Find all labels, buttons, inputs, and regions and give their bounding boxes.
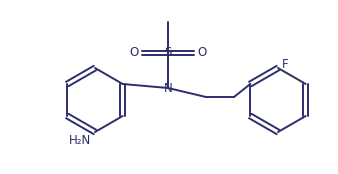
Text: H₂N: H₂N — [69, 135, 91, 148]
Text: O: O — [129, 46, 139, 60]
Text: F: F — [282, 58, 288, 72]
Text: O: O — [197, 46, 207, 60]
Text: N: N — [164, 82, 172, 96]
Text: S: S — [164, 46, 172, 60]
